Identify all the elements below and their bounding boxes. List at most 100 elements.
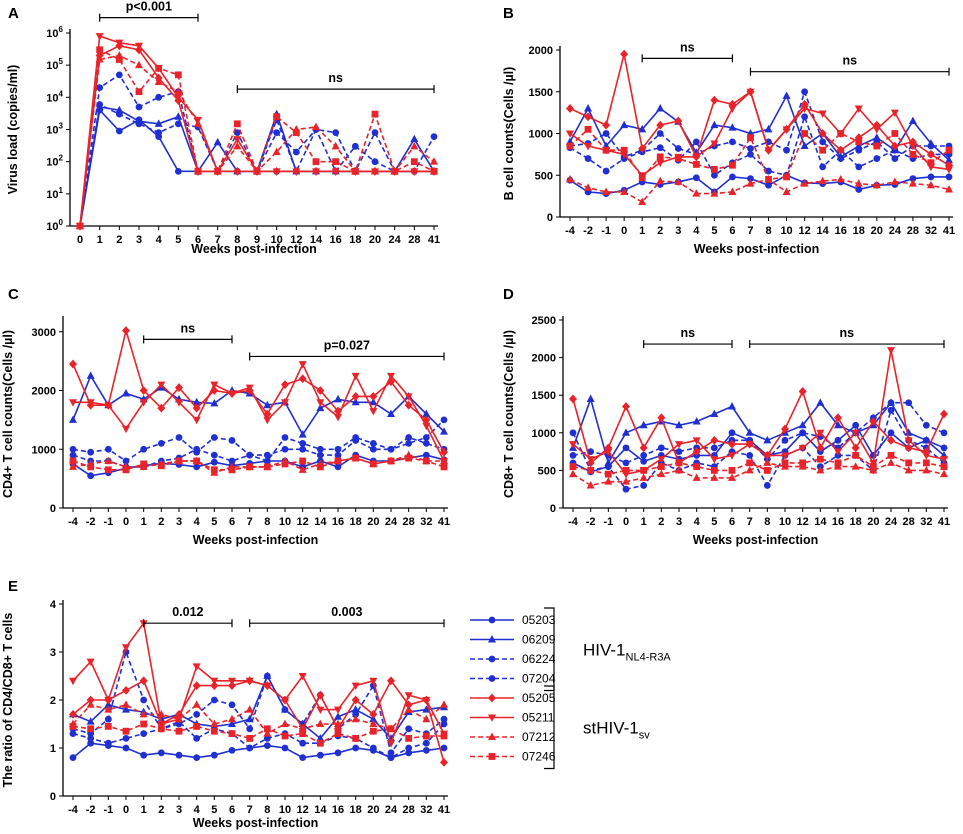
y-tick-exponent: 4 (59, 89, 64, 98)
data-point (674, 145, 682, 152)
x-tick-label: 41 (938, 516, 950, 528)
data-point (387, 377, 395, 387)
data-point (834, 420, 842, 429)
data-point (640, 482, 648, 489)
data-point (154, 119, 163, 127)
data-point (316, 463, 324, 471)
data-point (214, 167, 222, 175)
data-point (122, 727, 130, 735)
data-point (728, 105, 737, 113)
x-tick-label: 2 (158, 804, 164, 816)
x-tick-label: 10 (279, 516, 291, 528)
data-point (87, 725, 95, 733)
data-point (228, 747, 236, 754)
data-point (801, 130, 809, 137)
data-point (602, 120, 611, 130)
x-tick-label: -2 (583, 225, 593, 237)
series-07212 (566, 175, 953, 205)
data-point (405, 434, 413, 441)
data-point (352, 744, 360, 752)
data-point (404, 692, 413, 700)
data-point (263, 457, 271, 465)
data-point (228, 681, 236, 690)
group-bracket (544, 607, 555, 692)
data-point (834, 448, 842, 456)
x-tick-label: 14 (314, 804, 327, 816)
data-point (192, 700, 201, 708)
data-point (391, 167, 399, 175)
legend-item-07212: 07212 (470, 730, 556, 744)
data-point (233, 141, 242, 150)
x-tick-label: 6 (729, 225, 735, 237)
series-07246 (69, 454, 448, 474)
significance-label: ns (328, 71, 343, 85)
legend: 05203 06209 06224 07204 05205 05211 07212 07246… (470, 607, 671, 770)
data-point (851, 462, 860, 470)
x-tick-label: 12 (797, 516, 809, 528)
data-point (887, 458, 895, 466)
data-point (104, 402, 113, 410)
data-point (604, 463, 612, 471)
data-point (620, 146, 628, 154)
data-point (566, 175, 574, 183)
x-tick-label: 12 (297, 804, 309, 816)
data-point (410, 168, 419, 176)
y-axis-label: Virus load (copies/ml) (6, 65, 20, 195)
data-point (854, 141, 863, 150)
data-point (69, 457, 77, 465)
data-point (729, 161, 736, 169)
data-point (586, 456, 595, 464)
data-point (602, 146, 610, 154)
series-06224 (69, 416, 448, 465)
x-tick-label: -2 (586, 516, 596, 528)
series-line (72, 454, 444, 474)
data-point (569, 469, 577, 478)
series-07246 (76, 46, 438, 230)
data-point (728, 467, 736, 474)
data-point (228, 390, 236, 398)
x-axis-label: Weeks post-infection (694, 242, 819, 256)
data-point (334, 730, 342, 737)
data-point (782, 187, 791, 195)
series-line (72, 674, 445, 740)
data-point (872, 180, 881, 189)
x-tick-label: 0 (123, 516, 129, 528)
data-point (422, 739, 430, 747)
data-point (872, 133, 881, 141)
data-point (422, 415, 431, 425)
data-point (334, 749, 342, 757)
data-point (96, 84, 104, 92)
series-05205 (76, 41, 438, 231)
data-point (873, 155, 881, 162)
data-point (253, 167, 261, 175)
x-tick-label: 4 (694, 516, 701, 528)
data-point (405, 454, 413, 462)
data-point (246, 735, 254, 742)
significance-bracket: ns (749, 54, 950, 76)
data-point (316, 751, 324, 759)
legend-label: 05205 (522, 691, 556, 705)
data-point (782, 126, 791, 134)
x-tick-label: 2 (116, 234, 122, 246)
data-point (405, 725, 413, 733)
data-point (855, 186, 863, 193)
data-point (747, 134, 754, 142)
data-point (640, 467, 648, 474)
data-point (693, 463, 701, 471)
data-point (586, 481, 595, 489)
y-axis-label: B cell counts(Cells /µl) (502, 67, 516, 201)
data-point (174, 112, 183, 120)
series-line (79, 44, 434, 227)
data-point (620, 49, 629, 59)
data-point (351, 397, 360, 406)
data-point (816, 443, 825, 453)
data-point (175, 434, 183, 441)
data-point (887, 399, 895, 407)
legend-marker (488, 753, 496, 760)
data-point (351, 167, 359, 175)
data-point (945, 160, 953, 170)
data-point (746, 179, 755, 187)
data-point (122, 425, 130, 434)
data-point (299, 730, 307, 737)
y-tick-label: 105 (46, 57, 63, 72)
